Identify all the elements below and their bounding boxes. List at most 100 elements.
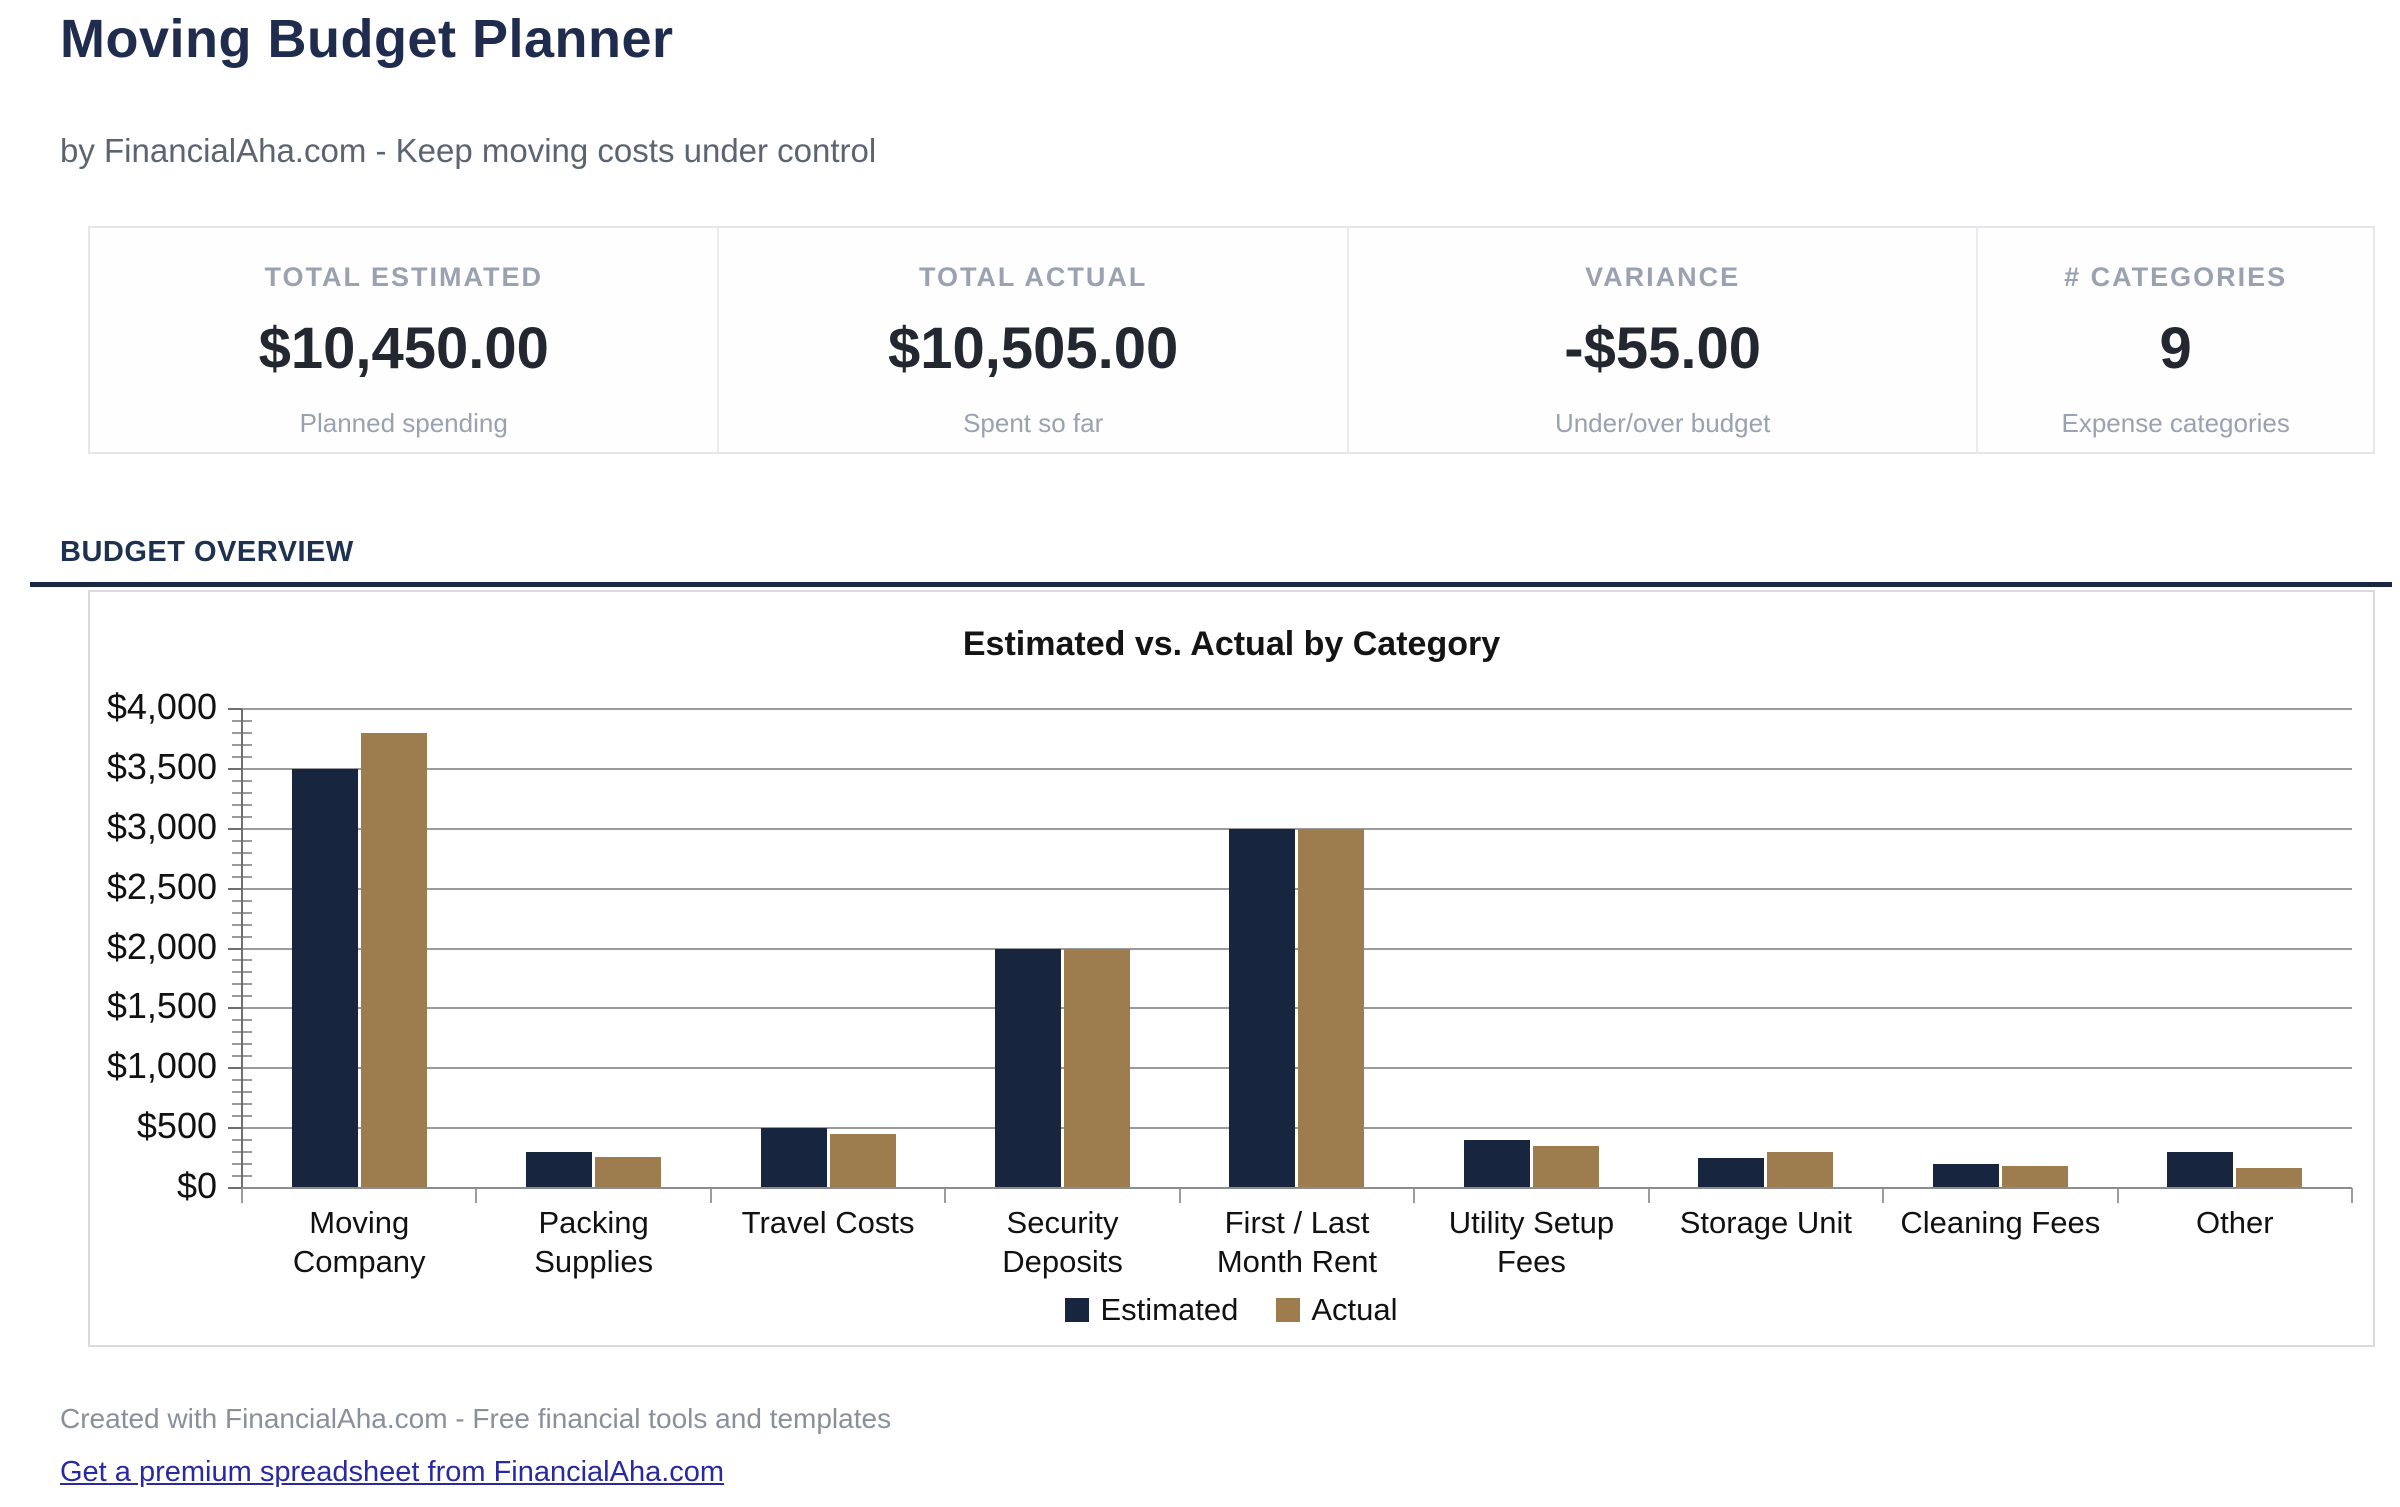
y-axis-label: $1,000: [106, 1045, 217, 1087]
x-axis-label: Storage Unit: [1679, 1205, 1853, 1240]
chart-panel: Estimated vs. Actual by Category $0 $500 $…: [88, 590, 2375, 1347]
y-axis-tick: [228, 1127, 242, 1130]
x-axis-label: Packing Supplies: [534, 1205, 654, 1280]
stat-label: # CATEGORIES: [2064, 262, 2288, 292]
y-axis-label: $500: [136, 1105, 217, 1147]
y-axis-tick: [228, 887, 242, 890]
stat-value: $10,505.00: [888, 316, 1179, 381]
bar-estimated: [291, 768, 358, 1188]
chart-legend: Estimated Actual: [90, 1292, 2373, 1328]
stat-sublabel: Spent so far: [963, 408, 1104, 438]
bar-actual: [1298, 828, 1365, 1188]
stat-value: 9: [2159, 316, 2192, 381]
stat-card-total-estimated: TOTAL ESTIMATED $10,450.00 Planned spend…: [90, 228, 717, 452]
legend-label: Estimated: [1100, 1292, 1239, 1327]
section-rule-divider: [30, 582, 2392, 587]
bar-actual: [2236, 1168, 2303, 1188]
bar-actual: [1767, 1152, 1834, 1188]
y-axis-tick: [228, 1187, 242, 1189]
bar-actual: [595, 1156, 662, 1188]
bar-group: [1414, 709, 1648, 1188]
bar-group: [476, 709, 710, 1188]
x-axis-tick: [1413, 1188, 1416, 1203]
x-axis-label: Utility Setup Fees: [1448, 1205, 1615, 1280]
x-axis-tick: [2351, 1188, 2353, 1203]
x-axis-label: First / Last Month Rent: [1216, 1205, 1378, 1280]
stat-label: VARIANCE: [1585, 262, 1741, 292]
stat-card-variance: VARIANCE -$55.00 Under/over budget: [1346, 228, 1976, 452]
y-axis-label: $2,000: [106, 925, 217, 967]
stat-label: TOTAL ESTIMATED: [264, 262, 543, 292]
legend-swatch-estimated: [1065, 1298, 1090, 1322]
bar-actual: [829, 1134, 896, 1188]
section-heading: BUDGET OVERVIEW: [60, 536, 354, 568]
y-axis-tick: [228, 827, 242, 830]
y-axis-tick: [228, 708, 242, 710]
chart-plot-area: $0 $500 $1,000 $1,500 $2,000 $2,500 $3,000 $3,5…: [107, 686, 2353, 1279]
x-axis-label: Moving Company: [292, 1205, 426, 1280]
footer-credit: Created with FinancialAha.com - Free fin…: [60, 1403, 892, 1434]
gridline: [242, 887, 2352, 890]
bar-group: [1180, 709, 1414, 1188]
page-title: Moving Budget Planner: [60, 9, 674, 69]
y-axis-line: [241, 709, 243, 1188]
stat-value: $10,450.00: [258, 316, 549, 381]
bar-group: [1883, 709, 2117, 1188]
bar-actual: [1532, 1146, 1599, 1188]
x-axis-tick: [944, 1188, 947, 1203]
stat-sublabel: Under/over budget: [1554, 408, 1771, 438]
gridline: [242, 947, 2352, 950]
x-axis-label: Cleaning Fees: [1900, 1205, 2101, 1240]
bar-actual: [2001, 1166, 2068, 1188]
bar-estimated: [995, 948, 1062, 1188]
x-axis-line: [242, 1187, 2352, 1189]
bar-estimated: [1698, 1158, 1765, 1188]
y-axis-label: $3,000: [106, 805, 217, 847]
chart-title: Estimated vs. Actual by Category: [962, 625, 1501, 663]
gridline: [242, 708, 2352, 710]
gridline: [242, 1007, 2352, 1010]
bar-estimated: [1932, 1164, 1999, 1188]
premium-spreadsheet-link[interactable]: Get a premium spreadsheet from Financial…: [60, 1456, 725, 1488]
stat-card-total-actual: TOTAL ACTUAL $10,505.00 Spent so far: [717, 228, 1346, 452]
legend-label: Actual: [1311, 1292, 1398, 1327]
bar-estimated: [1229, 828, 1296, 1188]
y-axis-tick: [228, 947, 242, 950]
bar-group: [242, 709, 476, 1188]
bar-estimated: [526, 1152, 593, 1188]
bar-actual: [360, 732, 427, 1188]
stat-card-categories-count: # CATEGORIES 9 Expense categories: [1976, 228, 2373, 452]
bar-group: [711, 709, 945, 1188]
x-axis-tick: [1647, 1188, 1650, 1203]
bar-group: [1649, 709, 1883, 1188]
x-axis-tick: [1882, 1188, 1885, 1203]
y-axis-tick: [228, 767, 242, 770]
bar-estimated: [760, 1128, 827, 1188]
x-axis-tick: [475, 1188, 478, 1203]
gridline: [242, 827, 2352, 830]
y-axis-tick: [228, 1007, 242, 1010]
legend-item-estimated: Estimated: [1065, 1292, 1238, 1328]
y-axis-label: $2,500: [106, 865, 217, 907]
bar-actual: [1064, 948, 1131, 1188]
x-axis-label: Security Deposits: [1002, 1205, 1123, 1280]
gridline: [242, 1067, 2352, 1070]
y-axis-label: $1,500: [106, 985, 217, 1027]
x-axis-tick: [1178, 1188, 1181, 1203]
stat-label: TOTAL ACTUAL: [918, 262, 1148, 292]
bar-group: [945, 709, 1179, 1188]
legend-swatch-actual: [1276, 1298, 1301, 1322]
stat-sublabel: Expense categories: [2061, 408, 2290, 438]
y-axis-label: $4,000: [106, 686, 217, 727]
gridline: [242, 1127, 2352, 1130]
x-axis-tick: [2116, 1188, 2119, 1203]
x-axis-tick: [709, 1188, 712, 1203]
x-axis-label: Other: [2196, 1205, 2274, 1240]
stats-panel: TOTAL ESTIMATED $10,450.00 Planned spend…: [88, 226, 2375, 454]
page-subtitle: by FinancialAha.com - Keep moving costs …: [60, 132, 877, 169]
gridline: [242, 767, 2352, 770]
x-axis-label: Travel Costs: [741, 1205, 915, 1240]
y-axis-tick: [228, 1067, 242, 1070]
y-axis-label: $0: [176, 1165, 217, 1206]
legend-item-actual: Actual: [1276, 1292, 1398, 1328]
